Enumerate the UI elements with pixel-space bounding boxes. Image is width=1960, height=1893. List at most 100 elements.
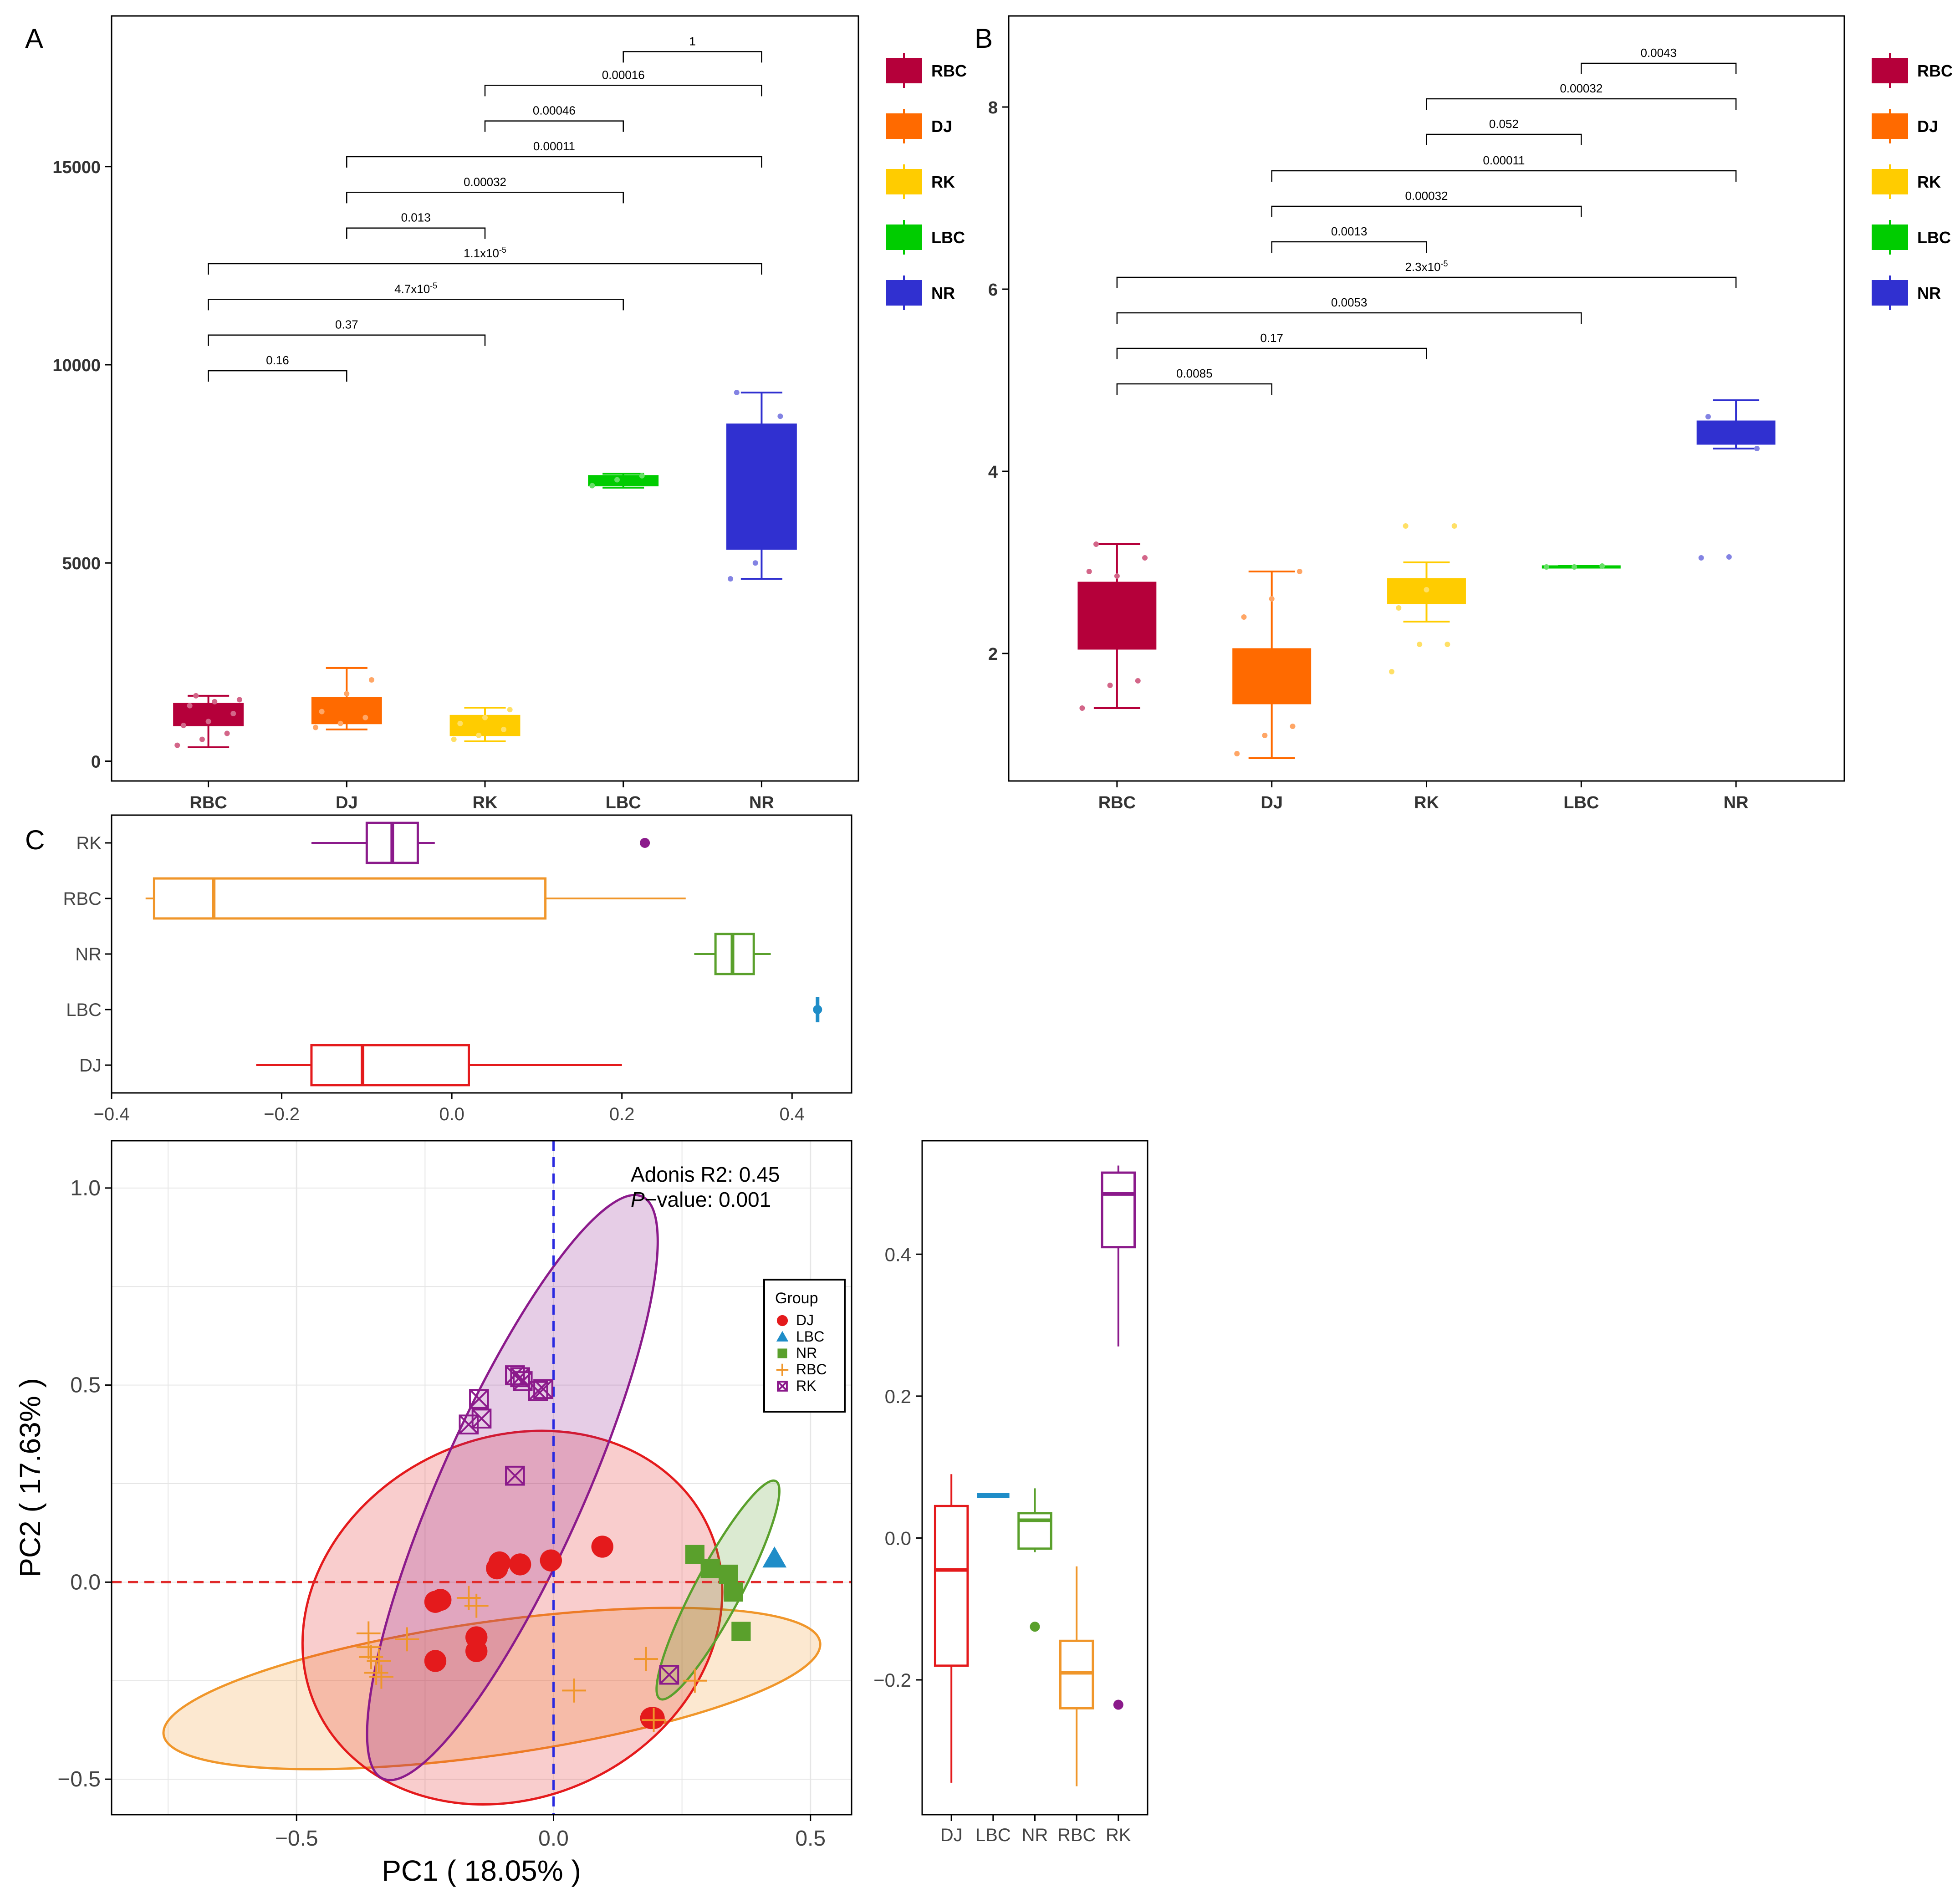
c-right-xtick-label: RK [1106, 1825, 1131, 1845]
data-point-a-LBC [589, 483, 595, 489]
data-point-b-NR [1698, 555, 1704, 561]
data-point-a-RBC [212, 699, 218, 704]
scatter-point-RK [505, 1465, 525, 1486]
panel-a-legend: RBC DJ RK LBC NR [886, 53, 967, 310]
c-right-xtick-label: NR [1022, 1825, 1048, 1845]
significance-label-b: 0.17 [1260, 331, 1283, 345]
c-top-ytick-label: LBC [66, 1000, 102, 1020]
significance-label-a: 0.00016 [602, 68, 645, 82]
significance-label-b: 0.0053 [1331, 296, 1368, 309]
scatter-xtick-label: 0.5 [795, 1827, 826, 1851]
scatter-point-RK [505, 1365, 525, 1385]
significance-label-a: 0.013 [401, 211, 431, 225]
c-top-box-RBC [153, 877, 547, 920]
data-point-a-RK [476, 732, 482, 738]
scatter-point-DJ [424, 1650, 447, 1672]
c-top-xtick-label: 0.2 [609, 1104, 635, 1124]
data-point-b-RK [1424, 587, 1429, 592]
significance-bracket-b [1271, 241, 1427, 253]
legend-key-DJ [1872, 113, 1908, 139]
data-point-b-RK [1403, 523, 1409, 529]
data-point-b-RBC [1093, 541, 1099, 547]
legend-label-RK: RK [1917, 173, 1941, 191]
data-point-a-RBC [174, 742, 180, 748]
data-point-a-RBC [205, 719, 211, 725]
scatter-legend-key-DJ [776, 1315, 788, 1327]
scatter-legend-label-LBC: LBC [796, 1328, 824, 1345]
data-point-b-RBC [1135, 678, 1141, 684]
data-point-b-RBC [1142, 555, 1148, 561]
adonis-p-value: −value: 0.001 [645, 1188, 771, 1211]
c-right-xtick-label: DJ [940, 1825, 963, 1845]
significance-bracket-b [1426, 98, 1737, 110]
significance-bracket-b [1116, 276, 1737, 288]
data-point-b-RK [1417, 642, 1423, 647]
c-top-ytick-label: NR [75, 944, 102, 964]
scatter-point-RBC [369, 1664, 393, 1689]
data-point-a-RK [501, 726, 506, 732]
panel-b-legend: RBC DJ RK LBC NR [1872, 53, 1953, 310]
legend-label-NR: NR [931, 284, 955, 302]
scatter-point-NR [731, 1622, 751, 1641]
significance-label-b: 0.0085 [1176, 367, 1213, 380]
c-right-xtick-label: RBC [1057, 1825, 1096, 1845]
legend-label-DJ: DJ [1917, 117, 1938, 136]
scatter-legend-label-DJ: DJ [796, 1312, 814, 1328]
legend-key-LBC [1872, 225, 1908, 250]
significance-bracket-a [484, 120, 624, 132]
scatter-point-RBC [356, 1635, 381, 1659]
data-point-a-RK [507, 707, 513, 713]
data-point-a-RBC [230, 711, 236, 717]
confidence-ellipse-DJ [301, 1429, 724, 1806]
panel-a-xtick-label: RBC [189, 793, 227, 812]
data-point-a-RK [457, 720, 463, 726]
c-right-box-DJ [934, 1505, 969, 1667]
c-top-xtick-label: −0.4 [94, 1104, 130, 1124]
scatter-point-RBC [642, 1708, 666, 1732]
panel-b-ytick-label: 4 [988, 463, 998, 482]
panel-a-xtick-label: LBC [606, 793, 641, 812]
data-point-a-DJ [319, 709, 325, 714]
data-point-a-DJ [312, 725, 318, 730]
box-a-NR [726, 424, 797, 550]
data-point-a-DJ [368, 677, 374, 683]
data-point-a-NR [734, 389, 740, 395]
data-point-a-RK [451, 736, 457, 742]
scatter-point-RBC [367, 1649, 391, 1673]
significance-label-a: 0.37 [335, 318, 358, 332]
scatter-legend-key-LBC [776, 1331, 789, 1342]
panel-b-boxplot: 0.00430.000320.0520.000110.000320.00132.… [988, 15, 1845, 812]
scatter-point-DJ [465, 1640, 488, 1663]
data-point-a-RK [482, 714, 488, 720]
data-point-a-LBC [639, 473, 645, 479]
panel-a-boxplot: 10.000160.000460.000110.000320.0131.1x10… [52, 15, 859, 812]
data-point-b-RBC [1107, 683, 1113, 688]
panel-c-scatter-frame [111, 1140, 852, 1816]
significance-bracket-b [1271, 170, 1737, 182]
panel-a-ytick-label: 5000 [62, 554, 101, 573]
data-point-b-RK [1389, 669, 1395, 674]
scatter-point-RBC [683, 1668, 707, 1693]
significance-bracket-a [346, 192, 624, 204]
scatter-point-RK [533, 1379, 553, 1399]
legend-key-RBC [886, 58, 922, 83]
scatter-xtick-label: 0.0 [538, 1827, 569, 1851]
significance-bracket-b [1116, 347, 1427, 359]
c-right-ytick-label: 0.0 [885, 1527, 911, 1549]
significance-label-a: 0.16 [266, 353, 289, 367]
scatter-point-NR [700, 1558, 720, 1578]
data-point-a-NR [728, 576, 734, 582]
data-point-a-RBC [236, 697, 242, 703]
c-right-xtick-label: LBC [975, 1825, 1011, 1845]
c-right-ytick-label: −0.2 [873, 1669, 911, 1691]
panel-b-xtick-label: RK [1414, 793, 1439, 812]
scatter-xtick-label: −0.5 [275, 1827, 318, 1851]
panel-b-ytick-label: 8 [988, 98, 998, 117]
scatter-point-RBC [464, 1593, 489, 1618]
data-point-a-DJ [362, 714, 368, 720]
c-top-box-DJ [310, 1044, 470, 1087]
c-right-box-NR [1017, 1512, 1052, 1550]
legend-key-NR [1872, 280, 1908, 306]
significance-label-exponent: -5 [430, 281, 437, 290]
